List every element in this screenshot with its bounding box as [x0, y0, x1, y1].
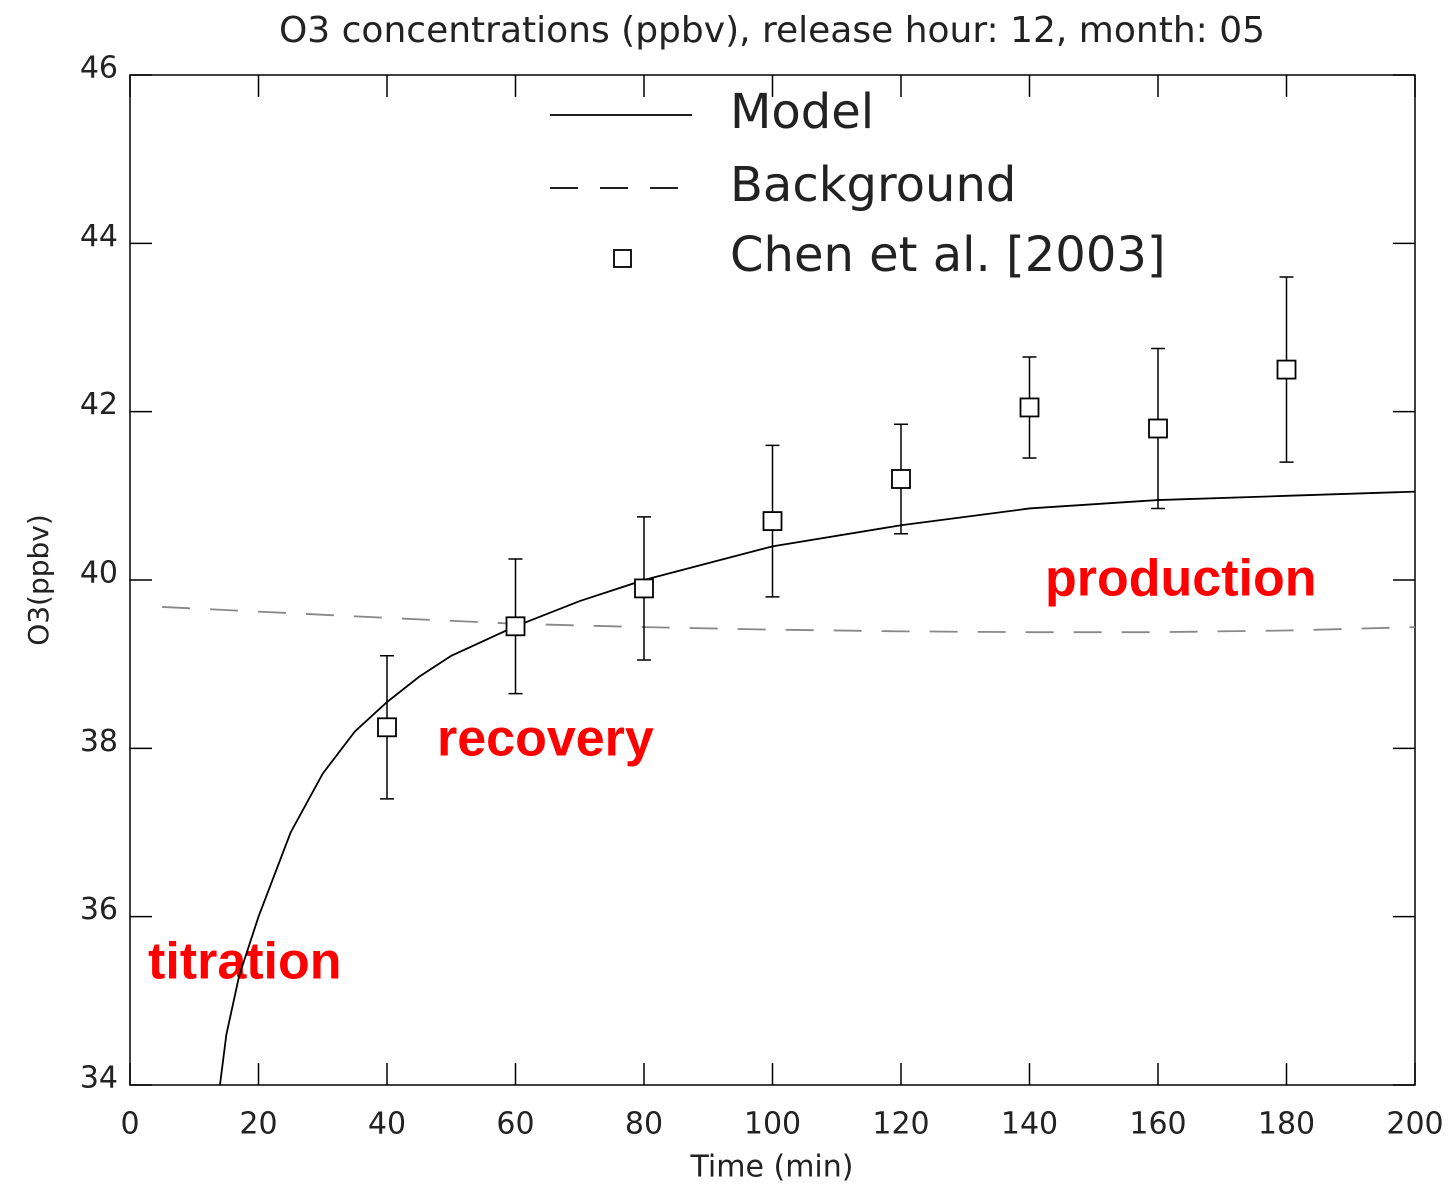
- legend-label: Background: [730, 157, 1016, 213]
- legend-marker: [613, 249, 632, 268]
- y-tick-label: 44: [80, 219, 118, 254]
- data-point: [1276, 359, 1297, 380]
- x-tick-label: 20: [239, 1107, 277, 1142]
- data-point: [1148, 418, 1168, 439]
- x-tick-label: 40: [368, 1107, 406, 1142]
- y-tick-label: 38: [80, 724, 118, 759]
- legend-label: Model: [730, 84, 874, 140]
- x-tick-label: 160: [1129, 1107, 1186, 1142]
- data-point: [762, 511, 783, 531]
- y-axis-label: O3(ppbv): [22, 514, 55, 646]
- annotation: recovery: [437, 710, 654, 768]
- y-tick-label: 40: [80, 556, 118, 591]
- annotation: titration: [148, 933, 342, 991]
- x-axis-label: Time (min): [690, 1150, 854, 1185]
- data-point: [891, 469, 911, 489]
- x-tick-label: 60: [496, 1107, 534, 1142]
- data-point: [377, 717, 397, 738]
- y-tick-label: 34: [80, 1061, 118, 1096]
- x-tick-label: 140: [1001, 1107, 1058, 1142]
- data-point: [634, 578, 654, 599]
- data-point: [505, 616, 526, 637]
- data-point: [1019, 397, 1040, 418]
- annotation: production: [1045, 550, 1317, 608]
- x-tick-label: 100: [744, 1107, 801, 1142]
- x-tick-label: 0: [120, 1107, 139, 1142]
- chart-title: O3 concentrations (ppbv), release hour: …: [279, 10, 1265, 51]
- x-tick-label: 180: [1258, 1107, 1315, 1142]
- y-tick-label: 46: [80, 51, 118, 86]
- y-tick-label: 36: [80, 892, 118, 927]
- background-line: [162, 606, 1416, 634]
- x-tick-label: 80: [625, 1107, 663, 1142]
- legend-label: Chen et al. [2003]: [730, 227, 1166, 283]
- x-tick-label: 120: [872, 1107, 929, 1142]
- y-tick-label: 42: [80, 387, 118, 422]
- model-line: [219, 490, 1416, 1086]
- x-tick-label: 200: [1386, 1107, 1443, 1142]
